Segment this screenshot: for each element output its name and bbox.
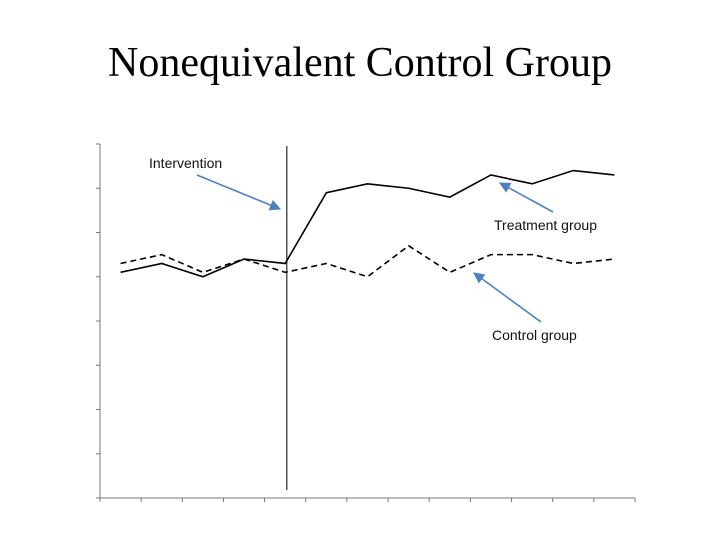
series-line-control-group: [120, 244, 615, 278]
chart-axes: [96, 143, 636, 502]
annotation-control: Control group: [473, 272, 577, 343]
annotation-intervention-label: Intervention: [149, 155, 222, 171]
annotation-intervention: Intervention: [149, 155, 282, 211]
annotation-intervention-arrow: [196, 174, 282, 211]
series-line-treatment-group: [120, 169, 615, 278]
series-layer: [120, 169, 615, 278]
annotation-treatment-arrow: [499, 182, 554, 213]
slide-title: Nonequivalent Control Group: [108, 40, 612, 86]
annotation-treatment: Treatment group: [494, 182, 597, 233]
annotation-treatment-label: Treatment group: [494, 217, 597, 233]
annotation-control-arrow: [473, 272, 542, 323]
annotation-control-label: Control group: [492, 327, 577, 343]
